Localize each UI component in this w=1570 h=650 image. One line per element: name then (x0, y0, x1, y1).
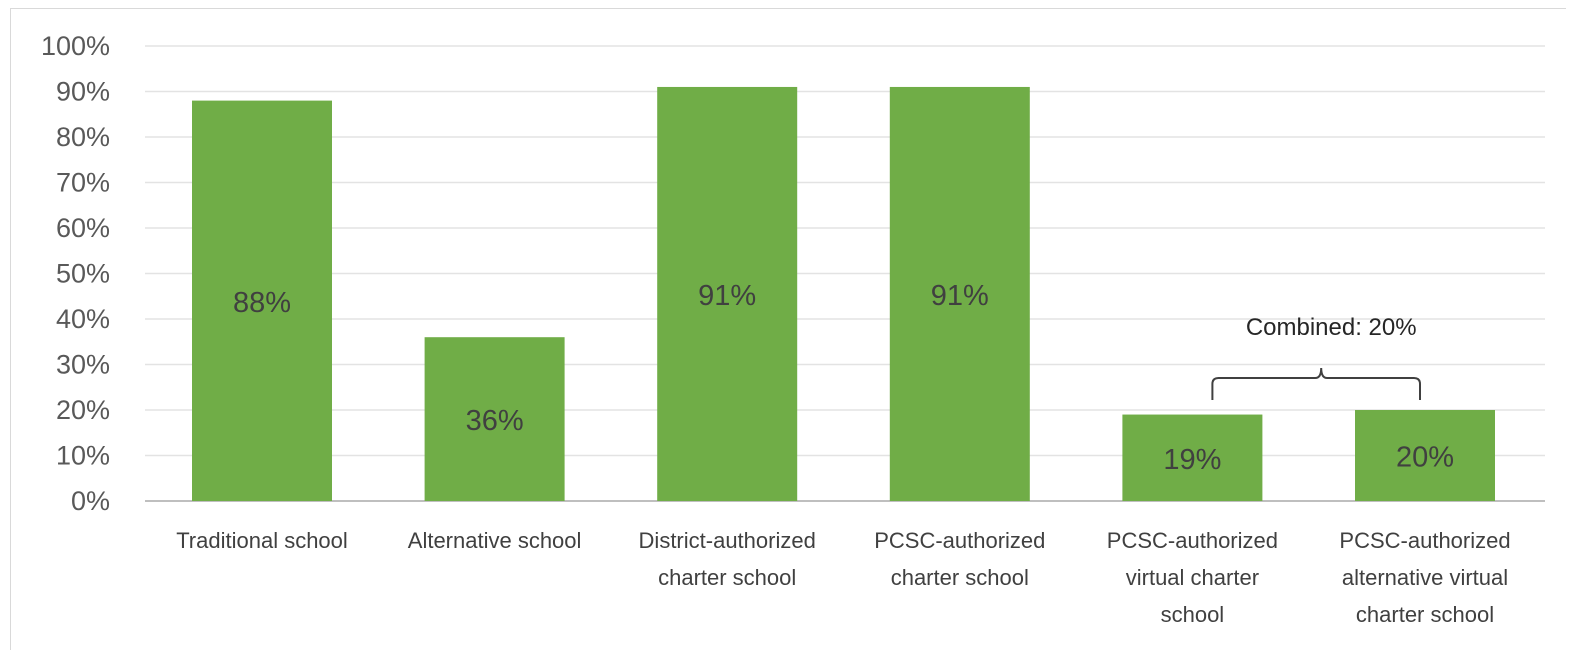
category-label: Traditional school (176, 528, 348, 553)
bar (657, 86, 798, 501)
bar (889, 86, 1030, 501)
y-tick-label: 80% (56, 122, 110, 152)
category-label: alternative virtual (1342, 565, 1508, 590)
data-label: 36% (466, 405, 524, 437)
category-label: PCSC-authorized (874, 528, 1045, 553)
category-label: virtual charter (1126, 565, 1259, 590)
category-label: charter school (891, 565, 1029, 590)
y-tick-label: 30% (56, 350, 110, 380)
chart-frame (10, 8, 1566, 650)
category-label: school (1161, 602, 1225, 627)
annotation-label: Combined: 20% (1246, 314, 1417, 341)
y-tick-label: 10% (56, 441, 110, 471)
category-label: PCSC-authorized (1107, 528, 1278, 553)
data-label: 88% (233, 287, 291, 319)
data-label: 20% (1396, 442, 1454, 474)
category-label: District-authorized (639, 528, 816, 553)
bar (424, 337, 565, 501)
y-tick-label: 60% (56, 213, 110, 243)
data-label: 91% (931, 280, 989, 312)
y-tick-label: 50% (56, 259, 110, 289)
bar (1355, 410, 1495, 501)
bar (192, 100, 332, 501)
y-tick-label: 90% (56, 77, 110, 107)
y-tick-label: 20% (56, 395, 110, 425)
data-label: 19% (1163, 444, 1221, 476)
category-label: charter school (658, 565, 796, 590)
y-tick-label: 100% (41, 31, 110, 61)
category-label: PCSC-authorized (1339, 528, 1510, 553)
category-label: Alternative school (408, 528, 582, 553)
category-label: charter school (1356, 602, 1494, 627)
y-tick-label: 70% (56, 168, 110, 198)
annotation-bracket (1211, 367, 1421, 400)
bar (1122, 414, 1263, 501)
y-tick-label: 0% (71, 486, 110, 516)
y-tick-label: 40% (56, 304, 110, 334)
data-label: 91% (698, 280, 756, 312)
